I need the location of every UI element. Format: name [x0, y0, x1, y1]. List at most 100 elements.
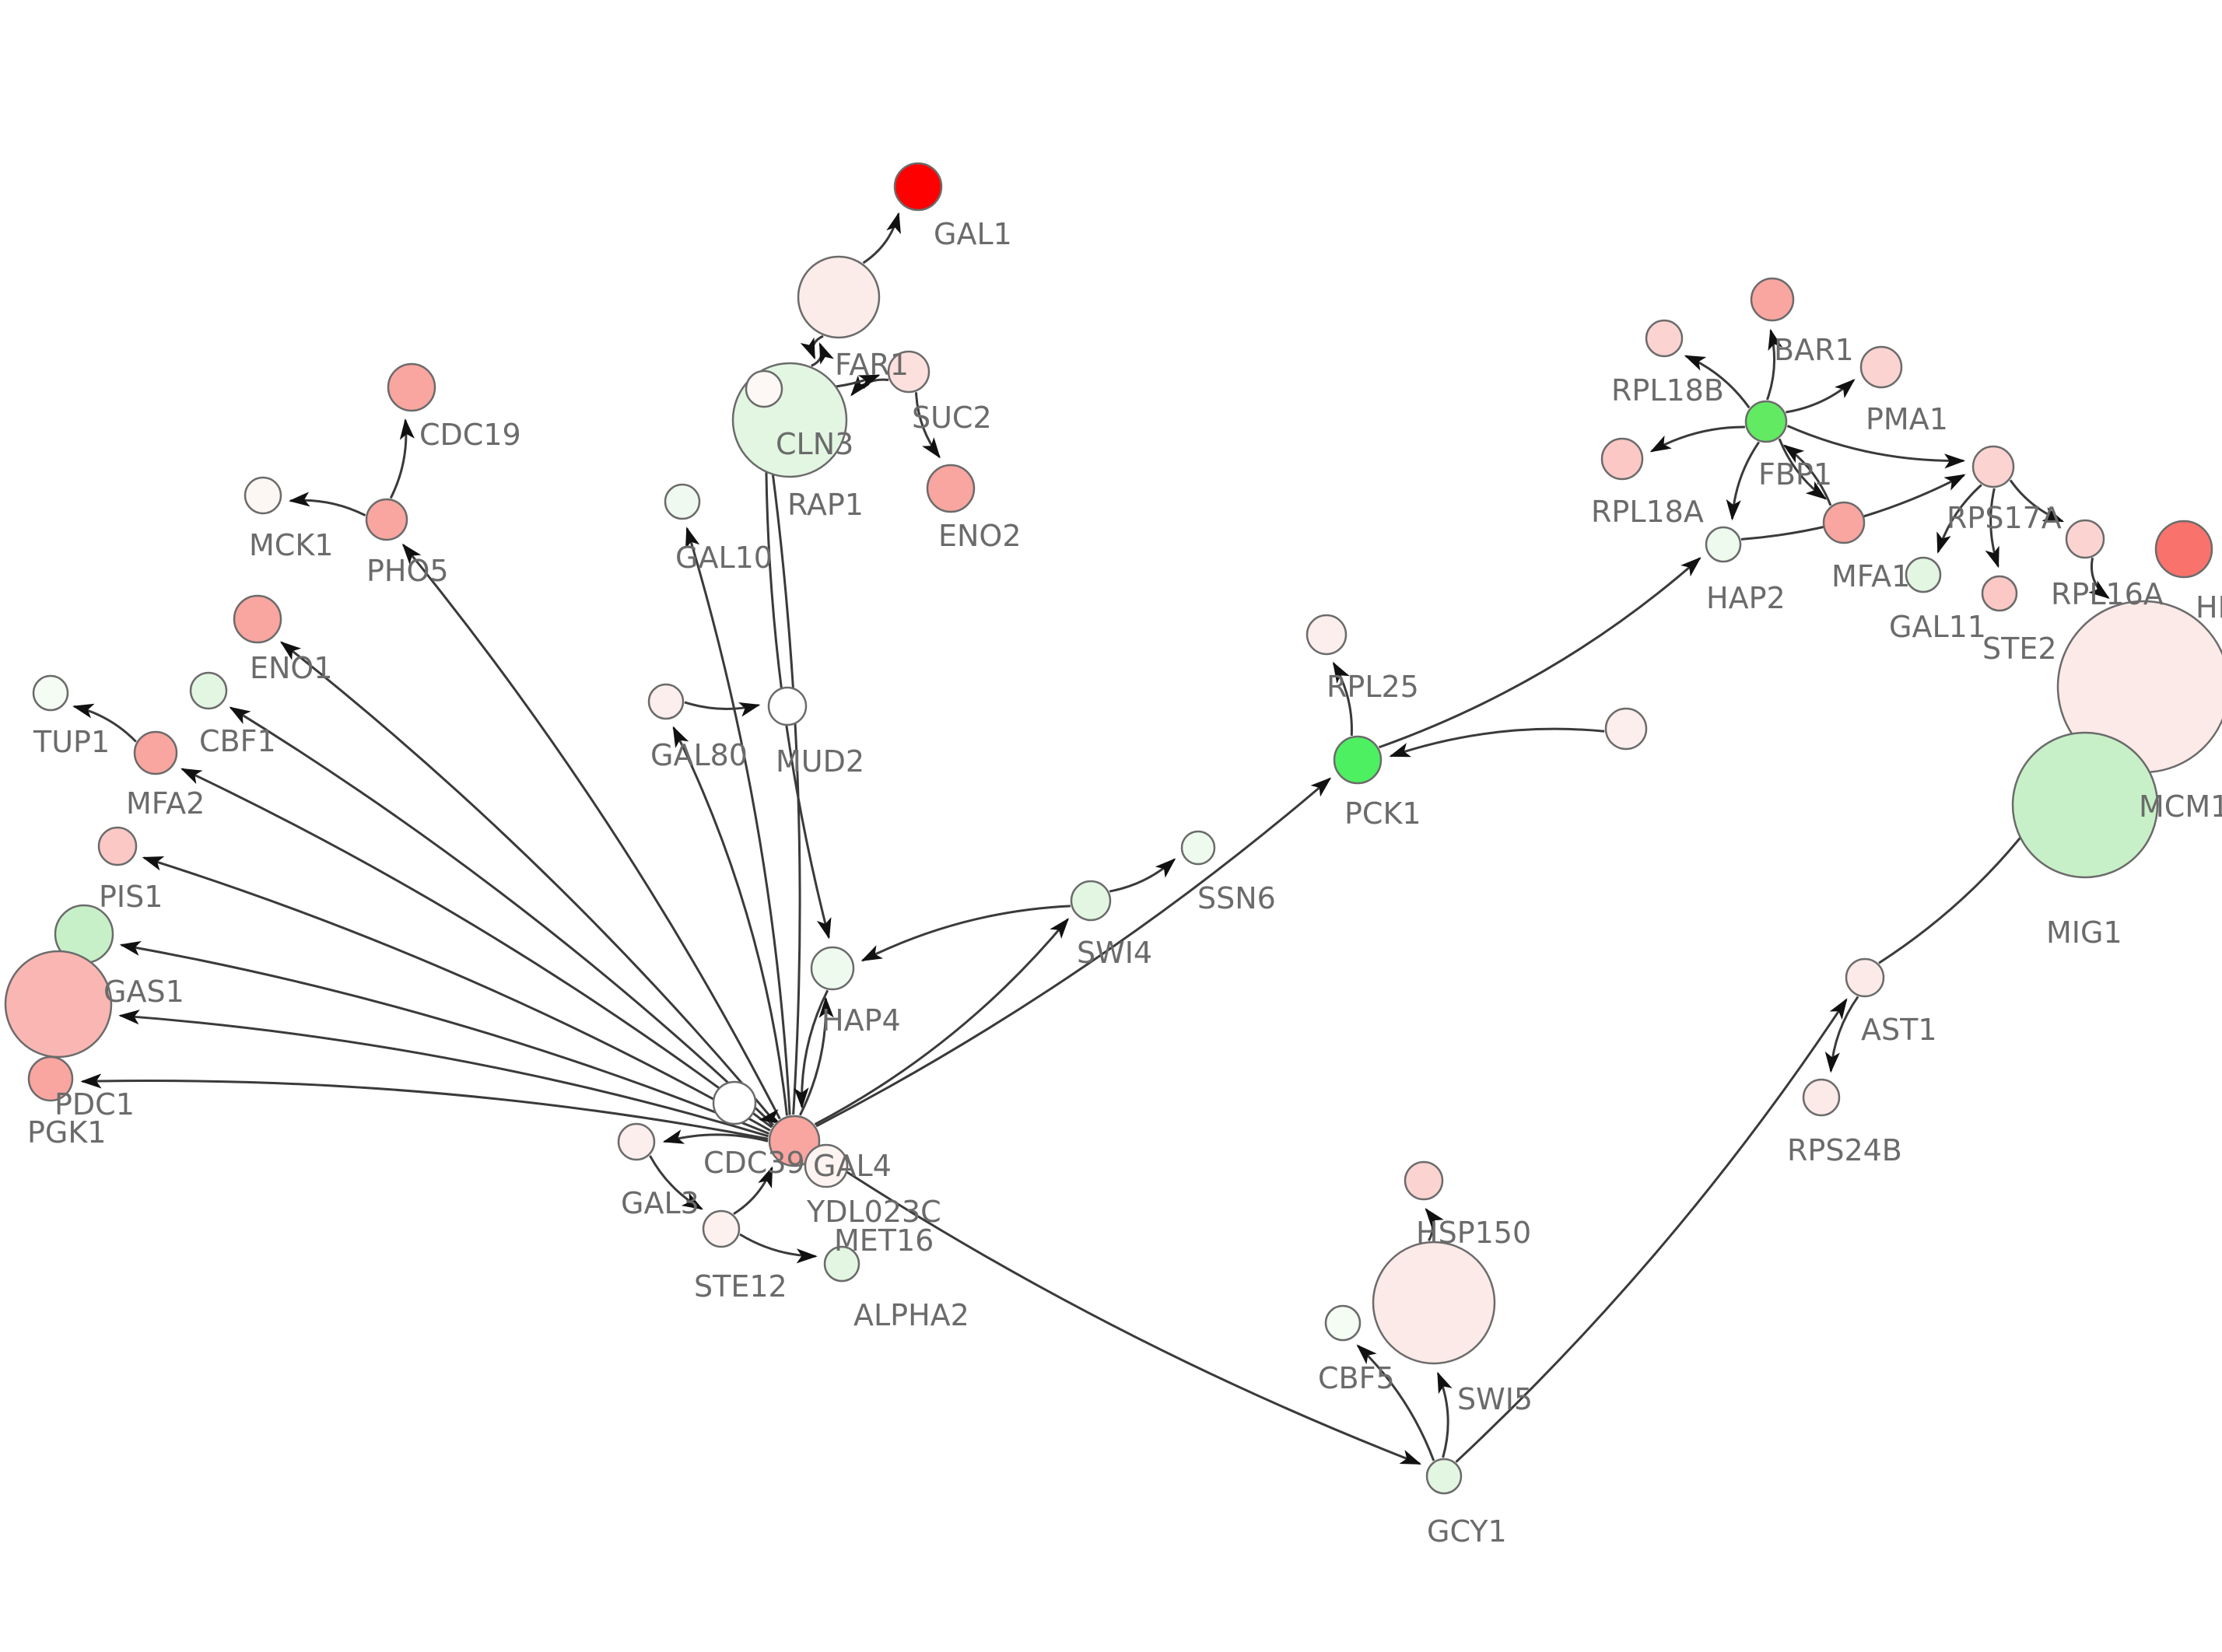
gene-node-gal10[interactable]: [664, 483, 701, 520]
gene-node-gcy1[interactable]: [1425, 1458, 1463, 1495]
edge: [1389, 727, 1605, 758]
edge: [1684, 355, 1751, 409]
gene-node-mfa2[interactable]: [133, 730, 178, 775]
gene-node-mig1[interactable]: [2011, 731, 2159, 879]
edge: [1425, 1207, 1444, 1241]
edge: [759, 1108, 781, 1128]
gene-node-cdc39[interactable]: [712, 1080, 757, 1125]
gene-node-gal11[interactable]: [1905, 556, 1942, 593]
edge: [1786, 425, 1966, 469]
gene-node-his4[interactable]: [2154, 520, 2213, 579]
gene-node-eno2[interactable]: [926, 464, 976, 513]
gene-node-cdc19[interactable]: [387, 362, 436, 412]
gene-node-pgk1[interactable]: [27, 1055, 74, 1102]
gene-node-rpl18b[interactable]: [1645, 319, 1684, 358]
gene-node-mfa1[interactable]: [1822, 501, 1866, 544]
gene-node-pho5[interactable]: [365, 498, 408, 541]
edge: [1379, 557, 1702, 749]
gene-node-mck1[interactable]: [244, 476, 282, 515]
edge: [814, 918, 1070, 1125]
edge: [739, 1233, 818, 1264]
gene-node-rpl25[interactable]: [1306, 614, 1348, 656]
gene-node-bar1[interactable]: [1750, 277, 1795, 322]
gene-node-rps24b[interactable]: [1802, 1078, 1841, 1117]
edge: [142, 856, 771, 1132]
edge: [72, 703, 137, 743]
node-layer: [4, 162, 2222, 1495]
edge: [1109, 858, 1176, 893]
gene-node-hap4[interactable]: [810, 946, 855, 991]
gene-node-cbf5[interactable]: [1324, 1304, 1362, 1342]
edge: [817, 1152, 1422, 1465]
edge: [119, 940, 769, 1135]
gene-node-rap1[interactable]: [745, 369, 783, 408]
edge: [1936, 484, 1982, 554]
edge: [1766, 328, 1783, 401]
edge: [862, 212, 901, 264]
edge: [649, 1155, 703, 1210]
gene-node-ste12[interactable]: [702, 1209, 741, 1248]
gene-node-gal1[interactable]: [893, 162, 943, 212]
edge: [914, 392, 941, 459]
edge: [760, 415, 801, 1115]
edge: [1436, 1371, 1453, 1458]
edge: [2088, 557, 2110, 600]
gene-node-swi4[interactable]: [1070, 880, 1112, 922]
gene-node-pdc1[interactable]: [4, 950, 113, 1059]
edge: [288, 492, 366, 516]
gene-node-rps17a[interactable]: [1971, 445, 2015, 488]
gene-node-pck1_src[interactable]: [1604, 707, 1648, 751]
edge-layer: [72, 212, 2110, 1465]
edge: [1726, 441, 1761, 521]
edge: [815, 777, 1332, 1128]
edge: [1649, 425, 1745, 453]
edge: [1782, 444, 1832, 506]
gene-node-gal4[interactable]: [768, 1115, 821, 1167]
gene-node-gal80[interactable]: [647, 683, 685, 720]
gene-node-hap2[interactable]: [1705, 526, 1742, 563]
edge: [800, 334, 824, 360]
edge: [672, 726, 788, 1116]
gene-node-hsp150[interactable]: [1404, 1160, 1444, 1201]
gene-node-eno1[interactable]: [233, 594, 282, 644]
edge: [180, 768, 773, 1129]
gene-node-suc2[interactable]: [887, 350, 931, 394]
edge: [401, 543, 781, 1120]
edge: [685, 527, 791, 1115]
edge: [1332, 661, 1353, 737]
edge: [80, 1073, 769, 1140]
edge: [2009, 479, 2065, 523]
gene-node-pis1[interactable]: [97, 826, 138, 866]
gene-node-cbf1[interactable]: [189, 671, 228, 710]
edge: [229, 706, 775, 1126]
gene-node-rpl16a[interactable]: [2065, 519, 2105, 559]
gene-node-tup1[interactable]: [32, 674, 69, 712]
gene-node-pck1[interactable]: [1333, 735, 1383, 785]
gene-node-ast1[interactable]: [1845, 957, 1885, 998]
gene-node-gal3[interactable]: [617, 1122, 656, 1161]
edge: [765, 408, 832, 940]
edge: [860, 905, 1071, 962]
gene-node-ste2[interactable]: [1981, 575, 2018, 612]
edge: [389, 418, 415, 499]
gene-node-ssn6[interactable]: [1180, 830, 1216, 866]
edge: [1824, 996, 1859, 1073]
edge: [811, 342, 835, 367]
edge: [1985, 488, 1999, 569]
gene-node-fbp1[interactable]: [1744, 400, 1788, 443]
gene-node-mud2[interactable]: [767, 686, 808, 726]
gene-node-alpha2[interactable]: [823, 1245, 860, 1283]
gene-node-pma1[interactable]: [1859, 345, 1903, 389]
edge: [279, 641, 776, 1124]
gene-node-ydl023c[interactable]: [804, 1143, 849, 1188]
edge: [733, 1166, 773, 1216]
gene-node-swi5[interactable]: [1372, 1241, 1496, 1365]
edge: [662, 1129, 769, 1144]
gene-node-far1[interactable]: [797, 255, 881, 339]
edge: [118, 1010, 769, 1138]
edge: [1786, 379, 1856, 414]
edge: [798, 996, 834, 1116]
edge: [1455, 998, 1848, 1463]
gene-node-rpl18a[interactable]: [1600, 437, 1644, 481]
